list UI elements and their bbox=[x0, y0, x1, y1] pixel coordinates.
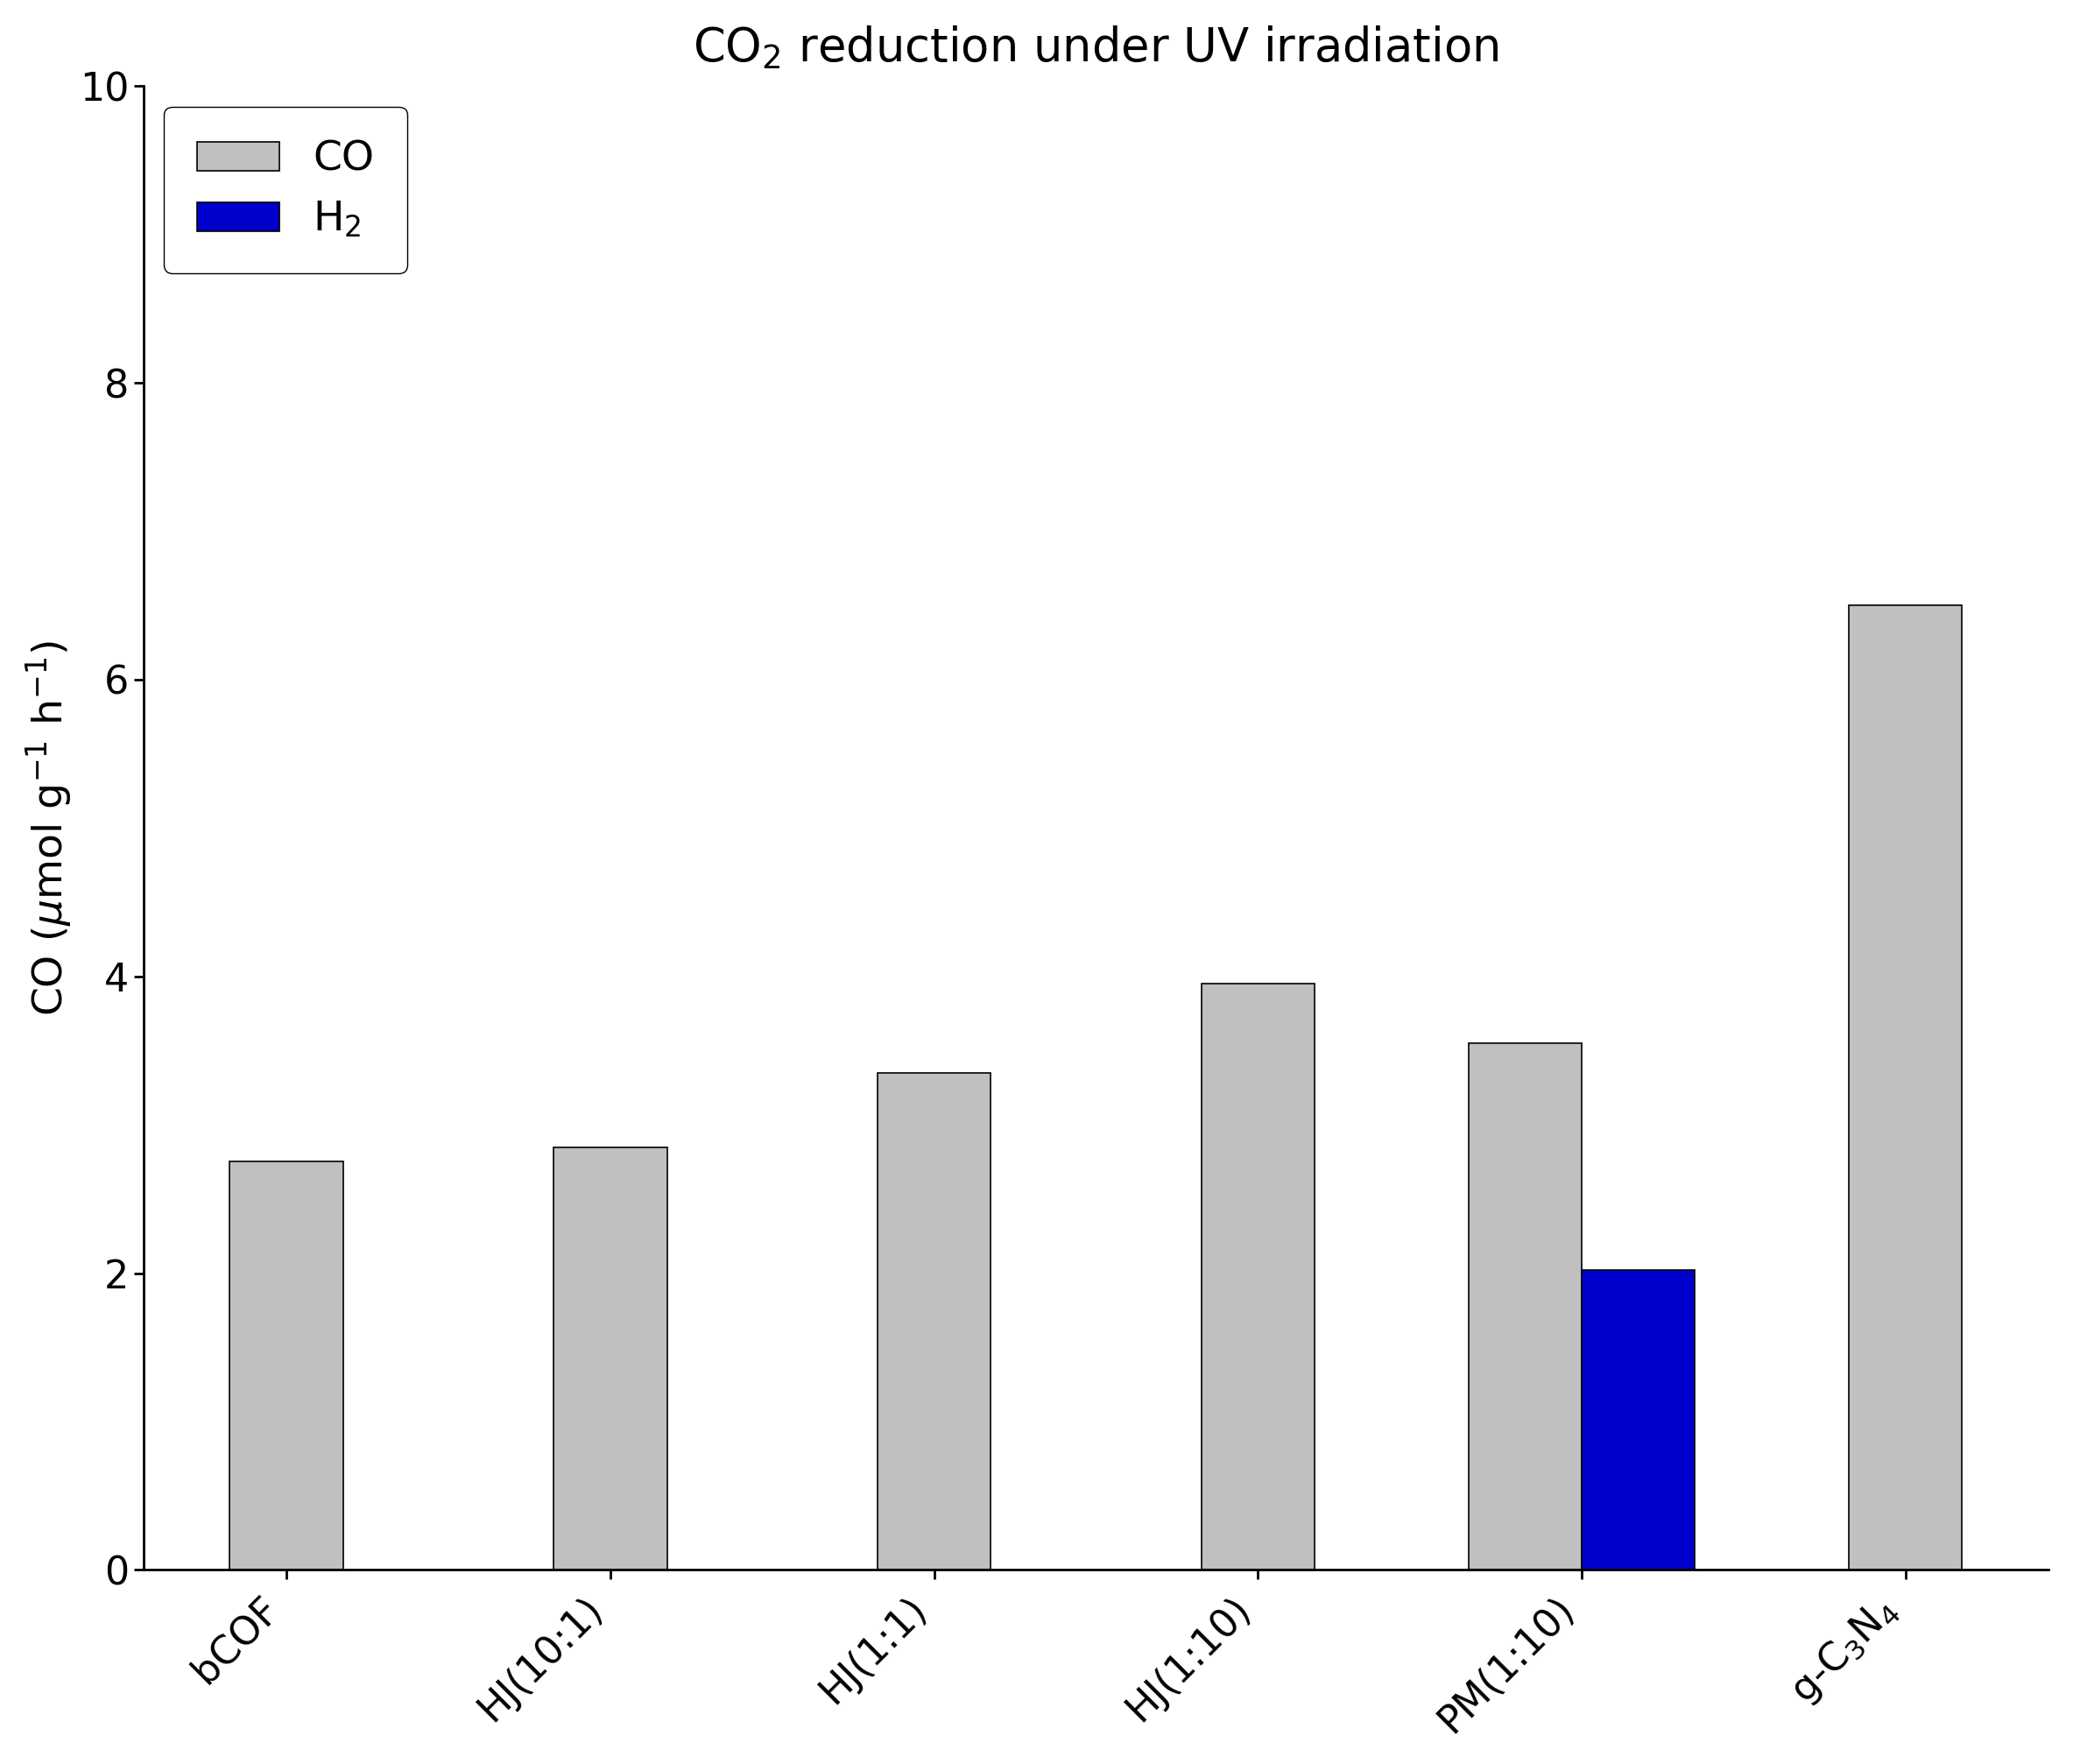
Y-axis label: CO ($\mu$mol g$^{-1}$ h$^{-1}$): CO ($\mu$mol g$^{-1}$ h$^{-1}$) bbox=[25, 640, 75, 1016]
Bar bbox=[1200, 984, 1314, 1570]
Title: CO$_2$ reduction under UV irradiation: CO$_2$ reduction under UV irradiation bbox=[692, 25, 1499, 71]
Bar bbox=[1468, 1043, 1582, 1570]
Bar bbox=[1849, 605, 1961, 1570]
Legend: CO, H$_2$: CO, H$_2$ bbox=[164, 108, 406, 273]
Bar bbox=[877, 1073, 991, 1570]
Bar bbox=[230, 1162, 344, 1570]
Bar bbox=[1582, 1270, 1696, 1570]
Bar bbox=[553, 1147, 668, 1570]
